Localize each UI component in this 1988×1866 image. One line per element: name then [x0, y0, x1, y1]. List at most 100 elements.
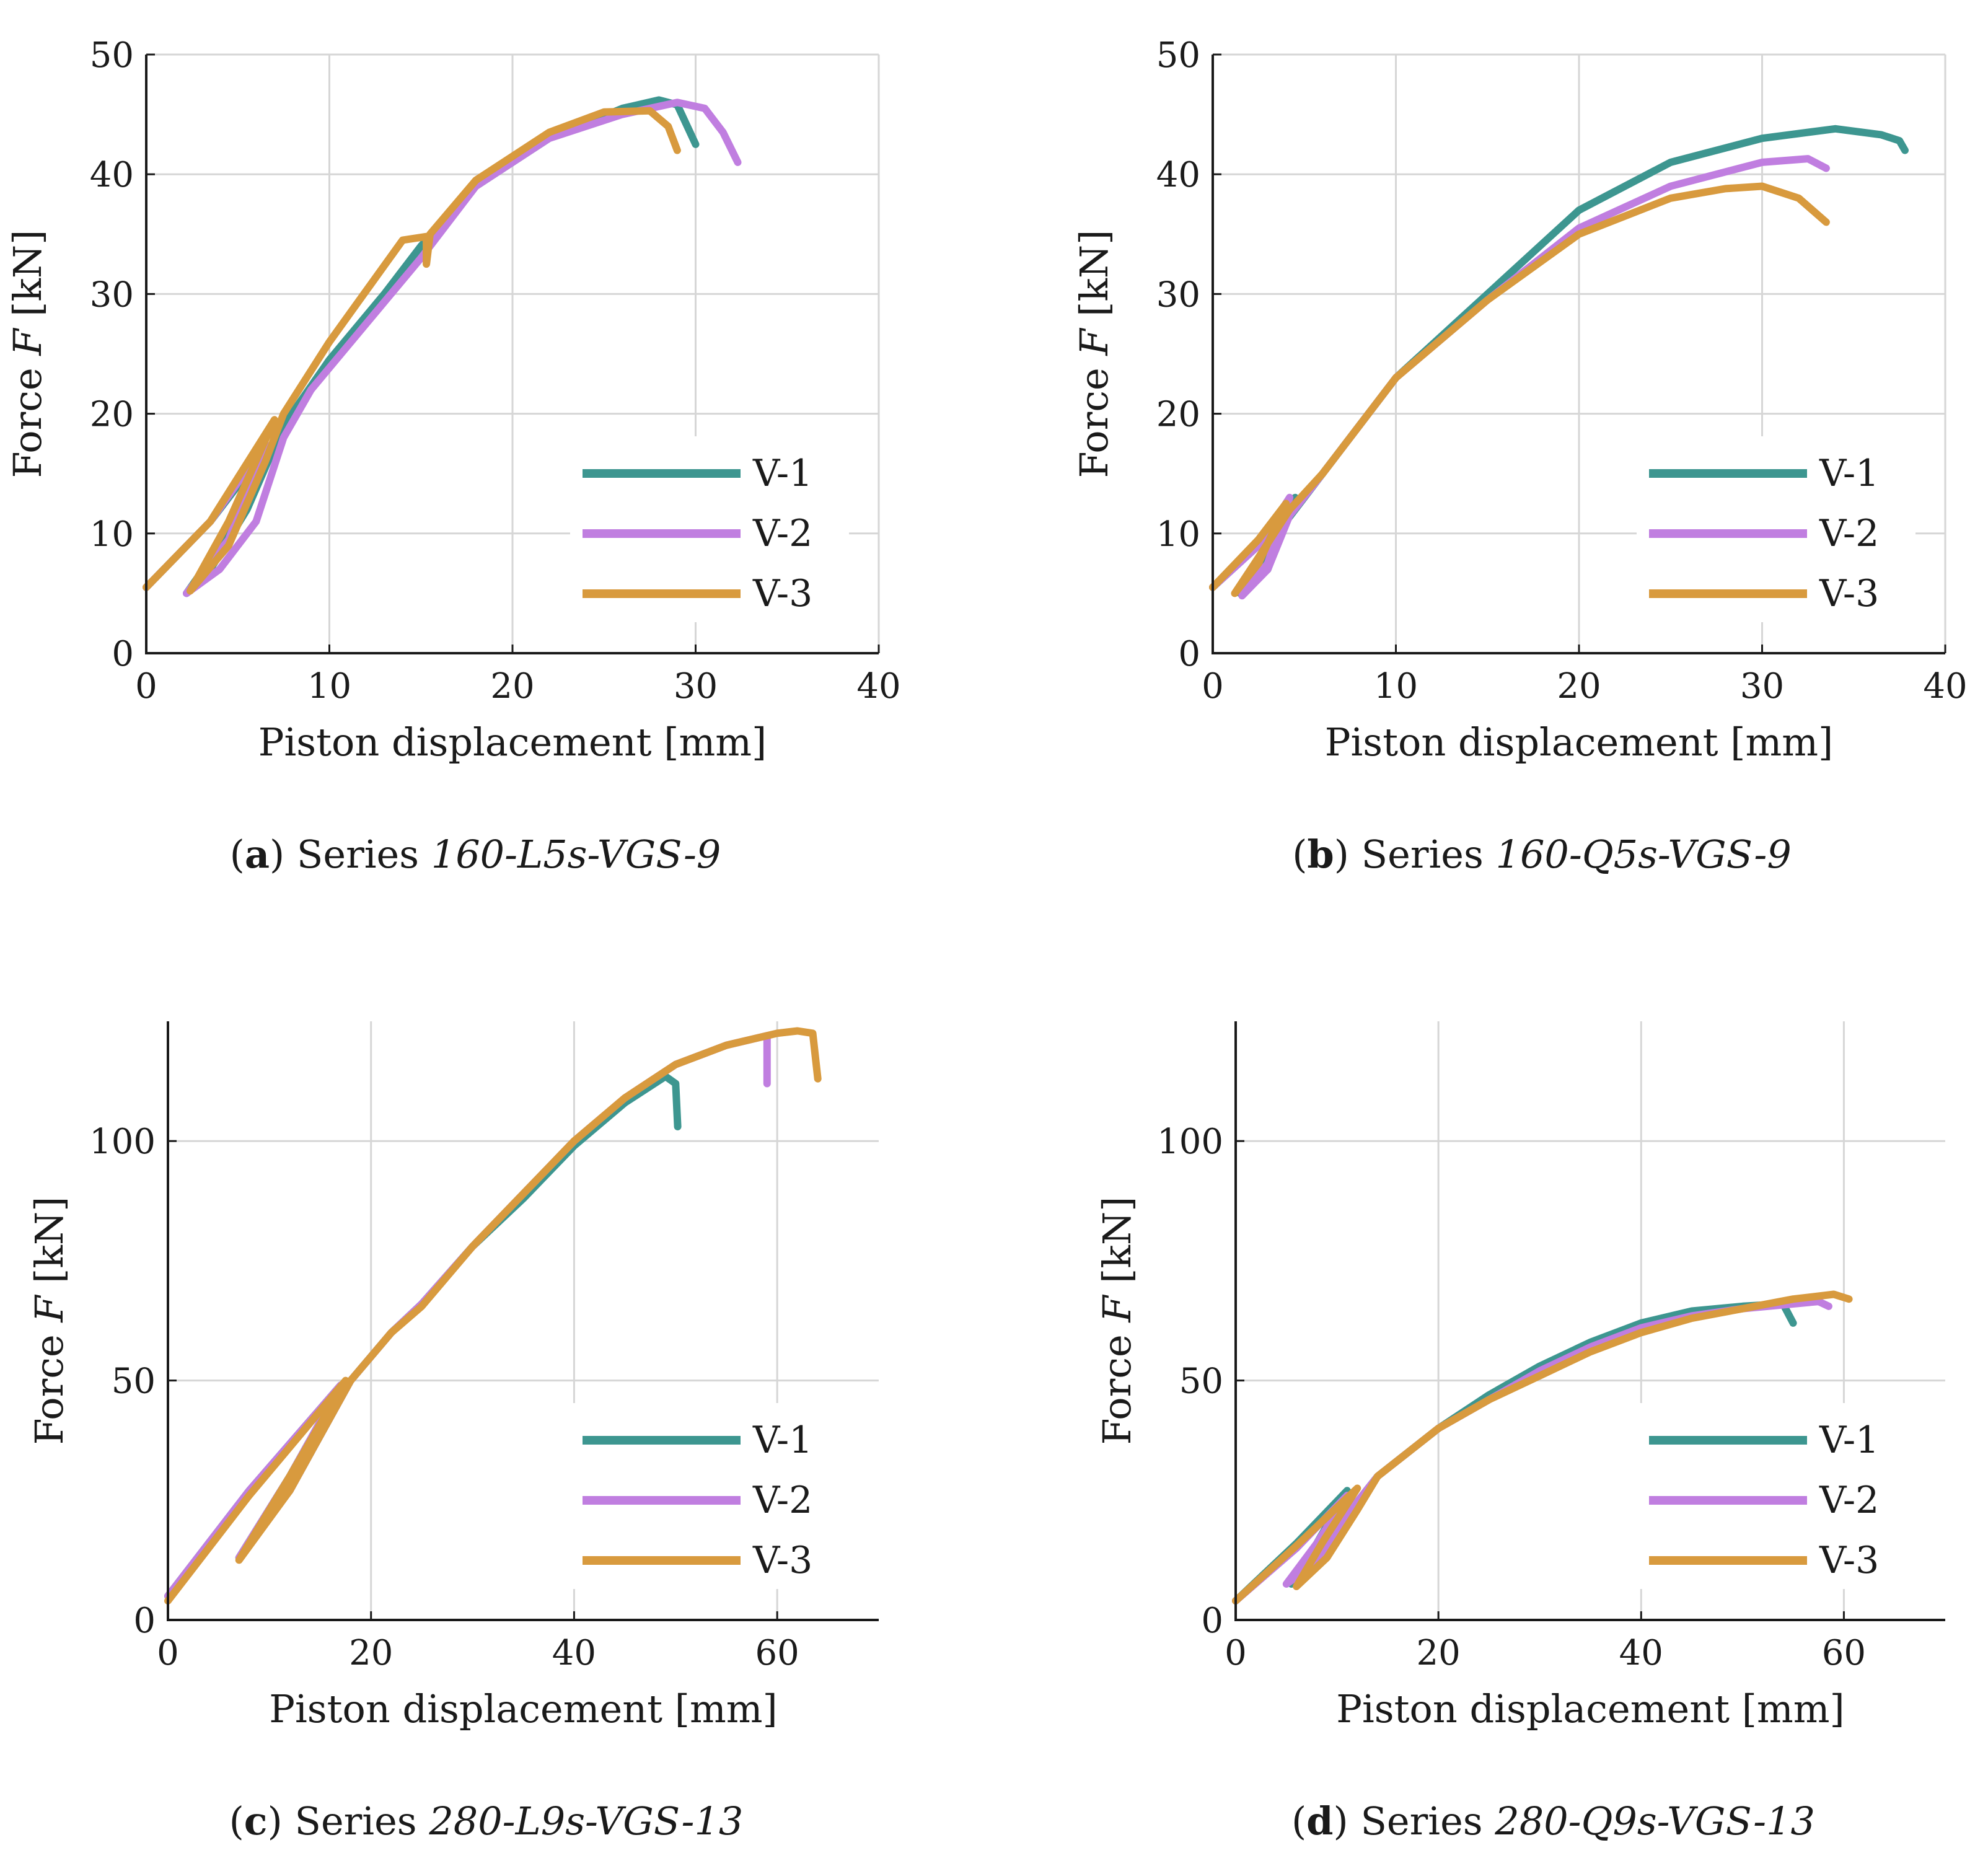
x-axis-label: Piston displacement [mm] [258, 720, 767, 765]
y-axis-label: Force F [kN] [1071, 230, 1117, 478]
x-axis-label: Piston displacement [mm] [1325, 720, 1833, 765]
x-tick-label: 10 [307, 666, 351, 706]
caption-prefix: Series [297, 832, 431, 877]
x-tick-label: 30 [1740, 666, 1784, 706]
legend-label-v-1: V-1 [752, 452, 812, 495]
caption-series-name: 160-L5s-VGS-9 [431, 832, 721, 877]
legend-label-v-1: V-1 [1819, 452, 1879, 495]
caption-letter: a [245, 832, 270, 877]
x-tick-label: 60 [755, 1633, 799, 1673]
caption-prefix: Series [294, 1798, 429, 1844]
y-tick-label: 100 [1157, 1122, 1223, 1162]
legend-label-v-1: V-1 [752, 1419, 812, 1462]
y-axis-label-unit: [kN] [1094, 1197, 1140, 1296]
caption-series-name: 280-Q9s-VGS-13 [1494, 1798, 1815, 1844]
y-axis-label: Force F [kN] [27, 1197, 72, 1445]
x-tick-label: 10 [1374, 666, 1418, 706]
caption-paren-close: ) [270, 832, 297, 877]
y-tick-label: 40 [1156, 155, 1200, 195]
chart-panel-a: 0 10 20 30 40 0 10 20 30 40 50 Piston displacement … [5, 35, 901, 877]
legend-label-v-3: V-3 [752, 572, 812, 615]
y-tick-label: 0 [112, 634, 134, 674]
legend: V-1 V-2 V-3 [570, 1403, 849, 1589]
x-tick-label: 0 [1202, 666, 1224, 706]
x-tick-label: 40 [552, 1633, 596, 1673]
series-line-v-3 [1209, 182, 1830, 597]
caption-series-name: 280-L9s-VGS-13 [428, 1798, 743, 1844]
legend-label-v-2: V-2 [752, 512, 812, 555]
legend-label-v-3: V-3 [1819, 572, 1879, 615]
legend: V-1 V-2 V-3 [1637, 1403, 1915, 1589]
caption-paren-open: ( [1292, 832, 1307, 877]
y-tick-label: 50 [112, 1362, 156, 1402]
caption-letter: c [244, 1798, 268, 1844]
y-axis-label: Force F [kN] [5, 230, 50, 478]
caption-letter: b [1307, 832, 1334, 877]
y-tick-label: 0 [133, 1601, 156, 1641]
x-tick-label: 20 [1417, 1633, 1461, 1673]
caption-series-name: 160-Q5s-VGS-9 [1496, 832, 1792, 877]
x-axis-label: Piston displacement [mm] [269, 1686, 777, 1732]
y-axis-label-variable: F [27, 1295, 72, 1323]
legend-label-v-2: V-2 [1819, 512, 1879, 555]
x-tick-label: 0 [135, 666, 157, 706]
x-tick-label: 40 [1923, 666, 1967, 706]
caption-paren-open: ( [1291, 1798, 1306, 1844]
legend-label-v-3: V-3 [752, 1539, 812, 1582]
caption-paren-open: ( [230, 832, 245, 877]
chart-panel-b: 0 10 20 30 40 0 10 20 30 40 50 Piston displacement … [1071, 35, 1968, 877]
panel-caption: (b) Series 160-Q5s-VGS-9 [1292, 832, 1792, 877]
series-line-v-3 [143, 107, 681, 595]
x-axis-label: Piston displacement [mm] [1336, 1686, 1844, 1732]
chart-panel-c: 0 20 40 60 0 50 100 Piston displacement [mm] For… [27, 1021, 879, 1844]
x-tick-label: 30 [674, 666, 718, 706]
y-axis-label-prefix: Force [1071, 356, 1117, 478]
caption-paren-close: ) [1334, 832, 1361, 877]
y-axis-label-unit: [kN] [1071, 230, 1117, 329]
caption-paren-open: ( [229, 1798, 244, 1844]
series-line-v-3 [164, 1027, 822, 1605]
chart-panel-d: 0 20 40 60 0 50 100 Piston displacement [mm] For… [1094, 1021, 1945, 1844]
x-tick-label: 0 [1225, 1633, 1247, 1673]
y-axis-label-prefix: Force [5, 356, 50, 478]
x-tick-label: 40 [856, 666, 900, 706]
caption-paren-close: ) [268, 1798, 295, 1844]
y-tick-label: 30 [1156, 275, 1200, 315]
legend-label-v-2: V-2 [1819, 1479, 1879, 1522]
y-tick-label: 0 [1178, 634, 1200, 674]
y-tick-label: 0 [1201, 1601, 1223, 1641]
panel-caption: (c) Series 280-L9s-VGS-13 [229, 1798, 744, 1844]
panel-caption: (a) Series 160-L5s-VGS-9 [230, 832, 721, 877]
y-tick-label: 50 [1179, 1362, 1223, 1402]
x-tick-label: 40 [1619, 1633, 1663, 1673]
y-tick-label: 20 [90, 395, 134, 435]
panel-caption: (d) Series 280-Q9s-VGS-13 [1291, 1798, 1815, 1844]
caption-prefix: Series [1361, 832, 1496, 877]
y-axis-label-prefix: Force [1094, 1322, 1140, 1445]
legend: V-1 V-2 V-3 [570, 436, 849, 622]
caption-letter: d [1306, 1798, 1333, 1844]
y-tick-label: 100 [89, 1122, 156, 1162]
legend: V-1 V-2 V-3 [1637, 436, 1915, 622]
y-axis-label-variable: F [5, 328, 50, 356]
series-line-v-3 [1232, 1290, 1853, 1605]
legend-label-v-2: V-2 [752, 1479, 812, 1522]
y-tick-label: 50 [90, 35, 134, 76]
caption-paren-close: ) [1334, 1798, 1361, 1844]
caption-prefix: Series [1360, 1798, 1495, 1844]
legend-label-v-1: V-1 [1819, 1419, 1879, 1462]
y-axis-label-prefix: Force [27, 1322, 72, 1445]
y-tick-label: 40 [90, 155, 134, 195]
y-axis-label-unit: [kN] [5, 230, 50, 329]
y-axis-label: Force F [kN] [1094, 1197, 1140, 1445]
y-tick-label: 10 [1156, 514, 1200, 555]
y-tick-label: 10 [90, 514, 134, 555]
x-tick-label: 60 [1822, 1633, 1866, 1673]
y-tick-label: 30 [90, 275, 134, 315]
y-axis-label-variable: F [1094, 1295, 1140, 1323]
x-tick-label: 20 [349, 1633, 393, 1673]
legend-label-v-3: V-3 [1819, 1539, 1879, 1582]
x-tick-label: 20 [490, 666, 534, 706]
y-axis-label-unit: [kN] [27, 1197, 72, 1296]
